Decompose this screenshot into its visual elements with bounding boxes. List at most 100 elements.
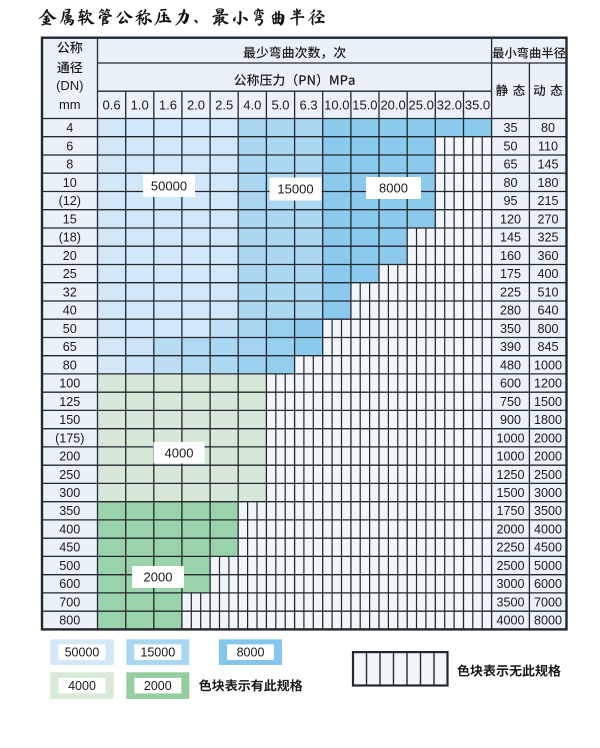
svg-text:50000: 50000 [151,178,187,193]
svg-text:3500: 3500 [534,504,562,518]
svg-text:800: 800 [537,322,558,336]
svg-text:2000: 2000 [534,431,562,445]
svg-text:1000: 1000 [496,431,524,445]
svg-text:145: 145 [537,158,558,172]
svg-text:5.0: 5.0 [271,98,289,113]
svg-text:2.5: 2.5 [215,98,233,113]
svg-text:2500: 2500 [534,468,562,482]
svg-text:2000: 2000 [144,570,173,585]
svg-text:600: 600 [59,577,80,591]
svg-text:10: 10 [63,176,77,190]
svg-text:15000: 15000 [140,646,175,660]
svg-text:8: 8 [66,158,73,172]
svg-text:2.0: 2.0 [187,98,205,113]
svg-text:400: 400 [537,267,558,281]
svg-text:8000: 8000 [379,181,408,196]
svg-text:3000: 3000 [534,486,562,500]
svg-text:1200: 1200 [534,377,562,391]
svg-text:4000: 4000 [165,445,194,460]
svg-text:350: 350 [59,504,80,518]
svg-text:4500: 4500 [534,541,562,555]
svg-text:25: 25 [63,267,77,281]
svg-text:35: 35 [503,121,517,135]
svg-text:10.0: 10.0 [324,98,349,113]
svg-text:1800: 1800 [534,413,562,427]
svg-text:95: 95 [503,194,517,208]
svg-text:3000: 3000 [496,577,524,591]
svg-text:32.0: 32.0 [437,98,462,113]
svg-text:4.0: 4.0 [243,98,261,113]
svg-text:80: 80 [63,358,77,372]
svg-text:350: 350 [500,322,521,336]
svg-text:1000: 1000 [534,358,562,372]
svg-text:110: 110 [538,139,558,153]
svg-text:300: 300 [59,486,80,500]
svg-text:125: 125 [59,395,80,409]
svg-text:2250: 2250 [496,541,524,555]
svg-text:640: 640 [537,304,558,318]
svg-text:390: 390 [500,340,521,354]
svg-text:800: 800 [59,614,80,628]
svg-text:50000: 50000 [65,646,100,660]
svg-text:145: 145 [500,231,521,245]
svg-text:3500: 3500 [496,596,524,610]
svg-text:(175): (175) [55,431,84,445]
svg-text:20.0: 20.0 [380,98,405,113]
svg-text:180: 180 [537,176,558,190]
svg-text:65: 65 [63,340,77,354]
svg-text:325: 325 [537,231,558,245]
svg-text:4000: 4000 [496,614,524,628]
svg-text:25.0: 25.0 [409,98,434,113]
svg-text:mm: mm [59,97,81,112]
svg-text:50: 50 [63,322,77,336]
svg-text:1500: 1500 [534,395,562,409]
svg-text:2000: 2000 [496,523,524,537]
svg-text:1500: 1500 [496,486,524,500]
svg-text:7000: 7000 [534,596,562,610]
svg-text:15: 15 [63,212,77,226]
svg-text:1.0: 1.0 [131,98,149,113]
svg-text:2000: 2000 [534,450,562,464]
svg-text:8000: 8000 [237,646,265,660]
svg-text:250: 250 [59,468,80,482]
svg-text:480: 480 [500,358,521,372]
svg-text:(12): (12) [59,194,81,208]
svg-text:65: 65 [503,158,517,172]
svg-text:20: 20 [63,249,77,263]
svg-text:1000: 1000 [496,450,524,464]
svg-text:1250: 1250 [496,468,524,482]
svg-text:5000: 5000 [534,559,562,573]
svg-text:450: 450 [59,541,80,555]
svg-text:1.6: 1.6 [159,98,177,113]
svg-text:(18): (18) [59,231,81,245]
svg-text:2000: 2000 [144,679,172,693]
svg-text:35.0: 35.0 [465,98,490,113]
svg-text:150: 150 [59,413,80,427]
svg-text:500: 500 [59,559,80,573]
svg-text:400: 400 [59,523,80,537]
svg-text:80: 80 [541,121,555,135]
svg-text:700: 700 [59,596,80,610]
svg-text:845: 845 [537,340,558,354]
svg-text:160: 160 [500,249,521,263]
svg-text:175: 175 [500,267,521,281]
svg-text:4000: 4000 [68,679,96,693]
svg-text:510: 510 [537,285,558,299]
svg-text:1750: 1750 [496,504,524,518]
svg-text:2500: 2500 [496,559,524,573]
svg-text:270: 270 [537,212,558,226]
svg-text:6: 6 [66,139,73,153]
svg-text:50: 50 [503,139,517,153]
svg-text:0.6: 0.6 [103,98,121,113]
svg-text:750: 750 [500,395,521,409]
svg-text:225: 225 [500,285,521,299]
svg-text:(DN): (DN) [56,78,83,93]
svg-text:100: 100 [59,377,80,391]
svg-text:215: 215 [537,194,558,208]
svg-text:80: 80 [503,176,517,190]
svg-text:4000: 4000 [534,523,562,537]
svg-text:8000: 8000 [534,614,562,628]
svg-text:40: 40 [63,304,77,318]
svg-text:15000: 15000 [277,182,313,197]
svg-text:200: 200 [59,450,80,464]
